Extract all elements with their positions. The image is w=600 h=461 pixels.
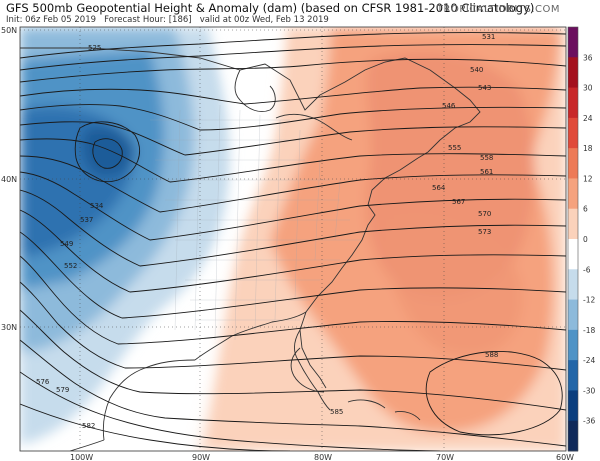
colorbar-swatch (568, 239, 578, 270)
contour-labels: 525 531 534 537 540 543 546 549 552 555 … (36, 33, 498, 430)
colorbar-swatch (568, 178, 578, 210)
contour-label: 567 (452, 198, 465, 206)
colorbar-swatch (568, 117, 578, 149)
colorbar-swatch (568, 390, 578, 422)
init-time: Init: 06z Feb 05 2019 (6, 15, 97, 25)
contour-label: 579 (56, 386, 69, 394)
colorbar-label: 18 (583, 144, 593, 153)
map-subtitle: Init: 06z Feb 05 2019 Forecast Hour: [18… (6, 15, 329, 25)
lon-label-60w: 60W (556, 453, 574, 461)
valid-time: valid at 00z Wed, Feb 13 2019 (199, 15, 329, 25)
colorbar-frame (567, 26, 579, 452)
lat-label-50n: 50N (1, 26, 17, 35)
colorbar-label: -18 (583, 326, 595, 335)
header: GFS 500mb Geopotential Height & Anomaly … (0, 0, 600, 27)
colorbar-label: -24 (583, 356, 595, 365)
colorbar-swatch (568, 27, 578, 58)
contour-label: 570 (478, 210, 491, 218)
lat-label-40n: 40N (1, 175, 17, 184)
map-frame (19, 26, 567, 452)
lon-label-70w: 70W (436, 453, 454, 461)
colorbar-label: 30 (583, 84, 593, 93)
colorbar-swatch (568, 420, 578, 452)
colorbar-label: -30 (583, 386, 595, 395)
contour-label: 573 (478, 228, 491, 236)
lon-label-100w: 100W (70, 453, 93, 461)
coastlines (20, 47, 481, 451)
anomaly-field: 525 531 534 537 540 543 546 549 552 555 … (20, 27, 566, 451)
colorbar-label: -12 (583, 296, 595, 305)
colorbar-swatch (568, 360, 578, 391)
map-title: GFS 500mb Geopotential Height & Anomaly … (6, 1, 535, 15)
contour-label: 540 (470, 66, 483, 74)
colorbar-label: 12 (583, 174, 593, 183)
lat-label-30n: 30N (1, 323, 17, 332)
colorbar-swatch (568, 269, 578, 301)
colorbar-swatch (568, 329, 578, 361)
colorbar: 36 30 24 18 12 6 0 -6 -12 -18 -24 -30 -36 (567, 26, 595, 452)
contour-label: 576 (36, 378, 50, 386)
contour-label: 537 (80, 216, 93, 224)
contour-label: 558 (480, 154, 493, 162)
contour-label: 531 (482, 33, 495, 41)
contour-label: 582 (82, 422, 95, 430)
contour-label: 564 (432, 184, 446, 192)
contour-label: 588 (485, 351, 498, 359)
lon-label-90w: 90W (192, 453, 210, 461)
contour-label: 534 (90, 202, 104, 210)
graticule (20, 27, 566, 451)
colorbar-label: 0 (583, 235, 588, 244)
contour-label: 543 (478, 84, 491, 92)
contour-label: 546 (442, 102, 456, 110)
contour-label: 555 (448, 144, 461, 152)
colorbar-label: 36 (583, 53, 593, 62)
contour-label: 525 (88, 44, 101, 52)
forecast-hour: Forecast Hour: [186] (104, 15, 192, 25)
contour-label: 585 (330, 408, 343, 416)
colorbar-swatch (568, 87, 578, 119)
colorbar-label: 24 (583, 114, 593, 123)
colorbar-swatch (568, 148, 578, 179)
colorbar-swatch (568, 57, 578, 89)
colorbar-swatch (568, 299, 578, 331)
contour-label: 552 (64, 262, 77, 270)
colorbar-swatch (568, 208, 578, 240)
contour-label: 549 (60, 240, 73, 248)
colorbar-label: -6 (583, 265, 591, 274)
lon-label-80w: 80W (314, 453, 332, 461)
brand-logo: TROPICALTIDBITS.COM (436, 4, 560, 15)
colorbar-label: 6 (583, 205, 588, 214)
colorbar-label: -36 (583, 417, 595, 426)
contour-label: 561 (480, 168, 493, 176)
